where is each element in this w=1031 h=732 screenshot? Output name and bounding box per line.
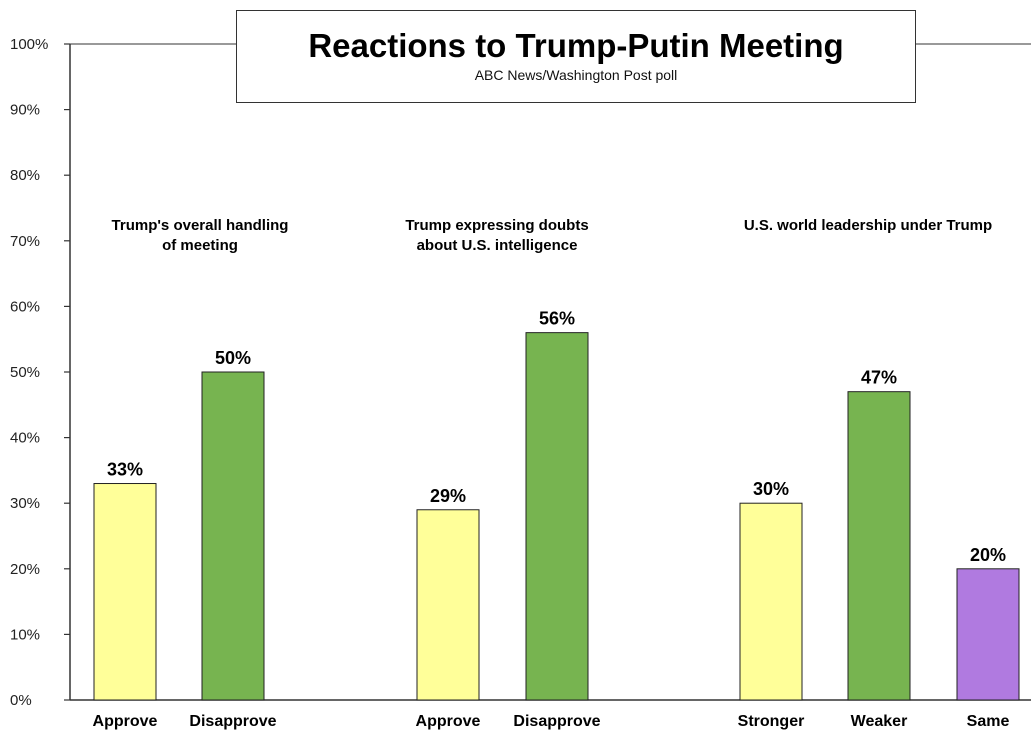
data-label: 30% <box>753 479 789 499</box>
y-tick-label: 100% <box>10 36 48 53</box>
group-label: about U.S. intelligence <box>417 237 578 254</box>
x-category-label: Disapprove <box>513 713 600 730</box>
y-tick-label: 10% <box>10 626 40 643</box>
bar <box>956 568 1020 701</box>
bar <box>416 509 480 701</box>
x-category-label: Disapprove <box>189 713 276 730</box>
group-label: U.S. world leadership under Trump <box>744 217 992 234</box>
x-category-label: Weaker <box>851 713 908 730</box>
data-label: 56% <box>539 309 575 329</box>
y-tick-label: 90% <box>10 102 40 119</box>
group-label: Trump expressing doubts <box>405 217 588 234</box>
y-tick-label: 50% <box>10 364 40 381</box>
data-label: 50% <box>215 348 251 368</box>
group-label: Trump's overall handling <box>112 217 289 234</box>
chart-title: Reactions to Trump-Putin Meeting <box>308 27 844 64</box>
bar <box>201 371 265 701</box>
data-label: 20% <box>970 545 1006 565</box>
chart-title-box: Reactions to Trump-Putin Meeting ABC New… <box>236 10 916 103</box>
bar <box>739 502 803 701</box>
x-category-label: Approve <box>416 713 481 730</box>
y-tick-label: 0% <box>10 692 32 709</box>
y-tick-label: 30% <box>10 495 40 512</box>
bar <box>93 483 157 701</box>
bar <box>847 391 911 701</box>
y-tick-label: 80% <box>10 167 40 184</box>
group-label: of meeting <box>162 237 238 254</box>
y-tick-label: 40% <box>10 430 40 447</box>
y-tick-label: 60% <box>10 298 40 315</box>
data-label: 33% <box>107 460 143 480</box>
x-category-label: Same <box>967 713 1010 730</box>
y-tick-label: 70% <box>10 233 40 250</box>
data-label: 47% <box>861 368 897 388</box>
y-tick-label: 20% <box>10 561 40 578</box>
x-category-label: Approve <box>93 713 158 730</box>
chart-bars: 33% Approve 50% Disapprove 29% Approve 56% Disa… <box>93 309 1020 730</box>
chart-subtitle: ABC News/Washington Post poll <box>474 67 678 83</box>
group-labels: Trump's overall handling of meeting Trump … <box>112 217 993 254</box>
x-category-label: Stronger <box>738 713 805 730</box>
data-label: 29% <box>430 486 466 506</box>
bar <box>525 332 589 701</box>
